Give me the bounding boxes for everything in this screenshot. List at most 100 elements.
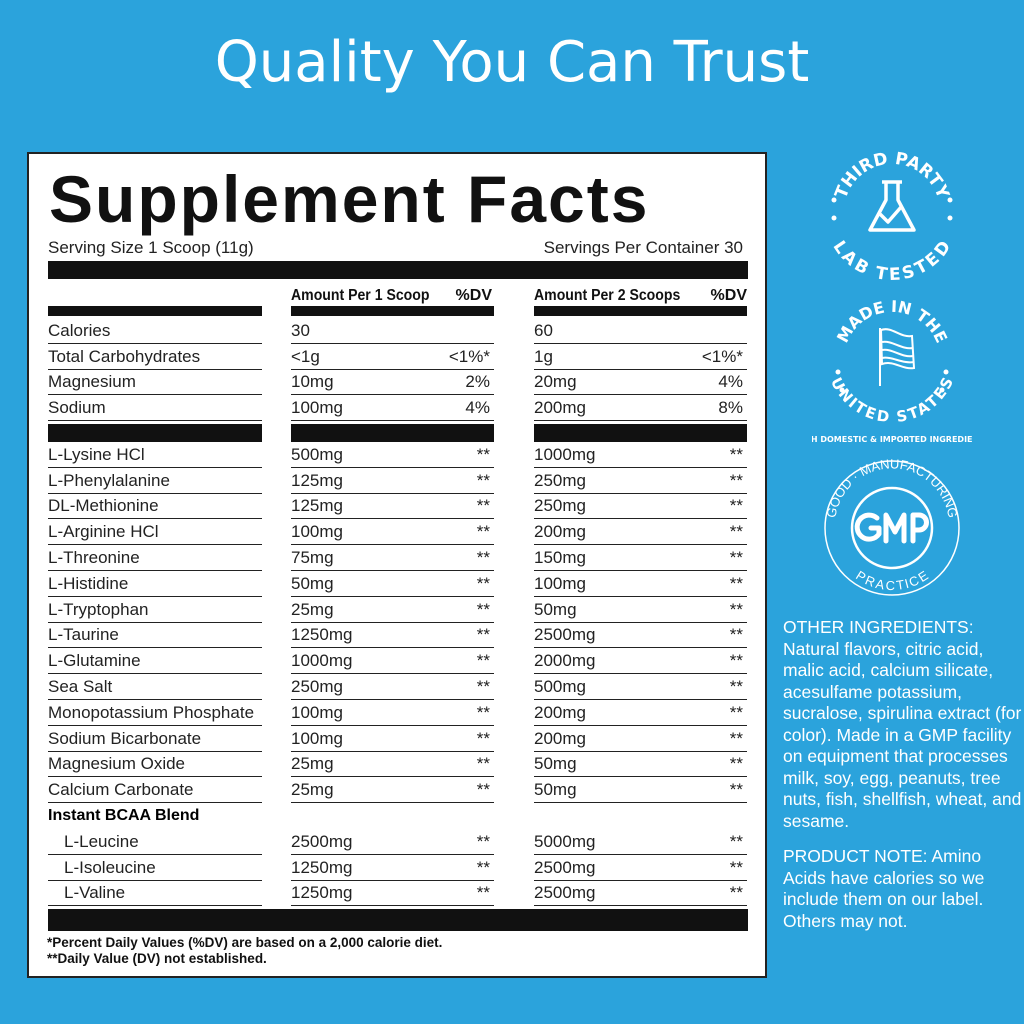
cell-value: 25mg xyxy=(291,599,334,619)
cell-dv: 4% xyxy=(718,372,743,392)
serving-size: Serving Size 1 Scoop (11g) xyxy=(48,238,254,257)
cell-dv: ** xyxy=(476,883,490,903)
cell-dv: ** xyxy=(729,470,743,490)
table-cell: Monopotassium Phosphate xyxy=(48,700,262,726)
made-in-usa-badge: MADE IN THE UNITED STATES WITH DOMESTIC … xyxy=(812,297,972,444)
cell-dv: ** xyxy=(729,444,743,464)
cell-dv: ** xyxy=(729,702,743,722)
cell-value: L-Tryptophan xyxy=(48,599,149,619)
cell-value: 50mg xyxy=(291,573,334,593)
side-notes: OTHER INGREDIENTS: Natural flavors, citr… xyxy=(783,617,1023,946)
svg-text:THIRD PARTY: THIRD PARTY xyxy=(831,149,953,202)
badge-lab-top: THIRD PARTY xyxy=(831,149,953,202)
table-cell: L-Histidine xyxy=(48,571,262,597)
table-cell: 5000mg ** xyxy=(534,829,747,855)
table-cell: 1250mg ** xyxy=(291,881,494,907)
cell-value: L-Lysine HCl xyxy=(48,444,145,464)
cell-dv: 2% xyxy=(465,372,490,392)
cell-value: Monopotassium Phosphate xyxy=(48,702,255,722)
page-title: Quality You Can Trust xyxy=(214,30,810,95)
table-cell: 1000mg ** xyxy=(534,442,747,468)
footnote-dv: *Percent Daily Values (%DV) are based on… xyxy=(47,935,443,950)
cell-dv: ** xyxy=(729,651,743,671)
table-cell: 250mg ** xyxy=(291,674,494,700)
cell-value: L-Isoleucine xyxy=(64,857,156,877)
cell-dv: ** xyxy=(729,857,743,877)
cell-dv: <1%* xyxy=(448,346,490,366)
cell-value: 2500mg xyxy=(534,857,596,877)
divider-bar xyxy=(48,261,748,279)
cell-value: 1g xyxy=(534,346,553,366)
cell-value: Sea Salt xyxy=(48,676,113,696)
cell-value: 150mg xyxy=(534,547,586,567)
divider-bar xyxy=(48,909,748,931)
cell-dv: ** xyxy=(476,754,490,774)
gmp-badge: GOOD · MANUFACTURING PRACTICE xyxy=(823,458,961,596)
table-cell: 20mg 4% xyxy=(534,370,747,396)
table-cell: L-Taurine xyxy=(48,623,262,649)
table-cell: L-Tryptophan xyxy=(48,597,262,623)
badge-usa-sub: WITH DOMESTIC & IMPORTED INGREDIENTS xyxy=(812,435,972,444)
col1-header: Amount Per 1 Scoop xyxy=(291,287,430,304)
cell-dv: ** xyxy=(476,625,490,645)
cell-dv: ** xyxy=(729,754,743,774)
cell-dv: ** xyxy=(729,496,743,516)
footnotes: *Percent Daily Values (%DV) are based on… xyxy=(47,935,752,967)
table-cell: 75mg ** xyxy=(291,545,494,571)
table-cell: 500mg ** xyxy=(534,674,747,700)
cell-dv: ** xyxy=(476,780,490,800)
label-heading: Supplement Facts xyxy=(49,162,650,236)
table-cell: Sea Salt xyxy=(48,674,262,700)
divider-bar xyxy=(48,424,262,442)
table-cell: 2500mg ** xyxy=(534,881,747,907)
cell-dv: ** xyxy=(729,728,743,748)
cell-dv: ** xyxy=(729,573,743,593)
table-cell: Total Carbohydrates xyxy=(48,344,262,370)
cell-value: 2500mg xyxy=(291,831,353,851)
cell-value: Magnesium Oxide xyxy=(48,754,186,774)
table-cell: 200mg ** xyxy=(534,726,747,752)
table-cell: L-Lysine HCl xyxy=(48,442,262,468)
cell-dv: ** xyxy=(476,702,490,722)
blend-title: Instant BCAA Blend xyxy=(48,807,200,825)
cell-dv: 4% xyxy=(465,398,490,418)
table-cell: 200mg ** xyxy=(534,519,747,546)
cell-value: 250mg xyxy=(291,676,343,696)
cell-dv: ** xyxy=(729,625,743,645)
cell-value: Calcium Carbonate xyxy=(48,780,194,800)
table-cell: 50mg ** xyxy=(534,597,747,623)
cell-value: 1250mg xyxy=(291,625,353,645)
cell-value: 30 xyxy=(291,320,310,340)
cell-value: 100mg xyxy=(291,728,343,748)
cell-value: 2000mg xyxy=(534,651,596,671)
cell-value: L-Taurine xyxy=(48,625,119,645)
table-cell: L-Glutamine xyxy=(48,648,262,675)
cell-dv: ** xyxy=(476,522,490,542)
col2-header: Amount Per 2 Scoops xyxy=(534,287,681,304)
table-cell: 60 xyxy=(534,318,747,344)
cell-value: 1000mg xyxy=(291,651,353,671)
cell-value: 50mg xyxy=(534,599,577,619)
cell-value: 25mg xyxy=(291,780,334,800)
cell-dv: ** xyxy=(476,676,490,696)
cell-value: 50mg xyxy=(534,780,577,800)
servings-per-container: Servings Per Container 30 xyxy=(543,238,743,257)
table-cell: 125mg ** xyxy=(291,468,494,494)
cell-value: Total Carbohydrates xyxy=(48,346,201,366)
table-cell: 250mg ** xyxy=(534,494,747,520)
supplement-facts-panel: Supplement Facts Serving Size 1 Scoop (1… xyxy=(27,152,767,978)
cell-value: 250mg xyxy=(534,496,586,516)
table-cell: 1250mg ** xyxy=(291,855,494,881)
cell-value: 20mg xyxy=(534,372,577,392)
table-cell: Calories xyxy=(48,318,262,344)
table-cell: Magnesium xyxy=(48,370,262,396)
table-cell: 2500mg ** xyxy=(534,855,747,881)
cell-value: 10mg xyxy=(291,372,334,392)
other-ingredients: OTHER INGREDIENTS: Natural flavors, citr… xyxy=(783,617,1022,831)
col1-dv-header: %DV xyxy=(455,287,492,304)
table-cell: <1g <1%* xyxy=(291,344,494,370)
table-cell: 250mg ** xyxy=(534,468,747,494)
cell-dv: 8% xyxy=(718,398,743,418)
gmp-logo-lettering xyxy=(854,512,929,544)
table-cell: 2000mg ** xyxy=(534,648,747,675)
